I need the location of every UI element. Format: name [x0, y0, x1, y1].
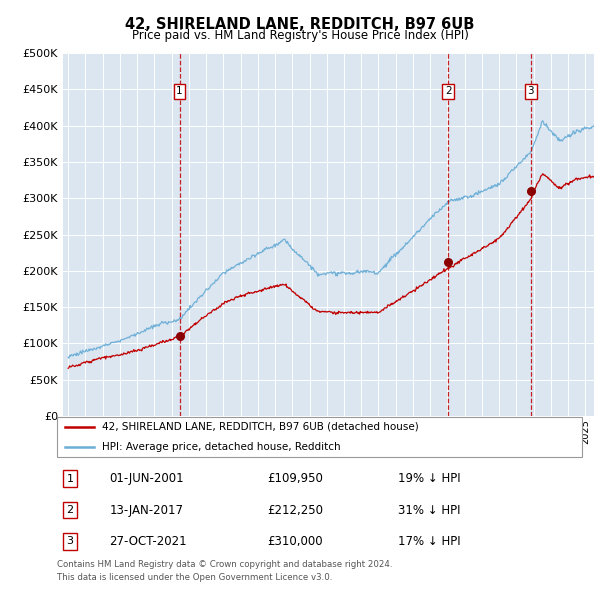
- Text: 3: 3: [67, 536, 74, 546]
- Text: HPI: Average price, detached house, Redditch: HPI: Average price, detached house, Redd…: [101, 442, 340, 452]
- Text: This data is licensed under the Open Government Licence v3.0.: This data is licensed under the Open Gov…: [57, 573, 332, 582]
- Text: 13-JAN-2017: 13-JAN-2017: [110, 503, 184, 517]
- Text: 17% ↓ HPI: 17% ↓ HPI: [398, 535, 461, 548]
- Text: 1: 1: [67, 474, 74, 484]
- Text: Price paid vs. HM Land Registry's House Price Index (HPI): Price paid vs. HM Land Registry's House …: [131, 30, 469, 42]
- Text: 3: 3: [527, 86, 534, 96]
- Text: 1: 1: [176, 86, 183, 96]
- Text: 19% ↓ HPI: 19% ↓ HPI: [398, 472, 461, 486]
- Text: £212,250: £212,250: [267, 503, 323, 517]
- Text: 31% ↓ HPI: 31% ↓ HPI: [398, 503, 461, 517]
- Text: 42, SHIRELAND LANE, REDDITCH, B97 6UB: 42, SHIRELAND LANE, REDDITCH, B97 6UB: [125, 17, 475, 31]
- FancyBboxPatch shape: [57, 417, 582, 457]
- Text: 27-OCT-2021: 27-OCT-2021: [110, 535, 187, 548]
- Text: 42, SHIRELAND LANE, REDDITCH, B97 6UB (detached house): 42, SHIRELAND LANE, REDDITCH, B97 6UB (d…: [101, 422, 418, 432]
- Text: £310,000: £310,000: [267, 535, 323, 548]
- Text: 01-JUN-2001: 01-JUN-2001: [110, 472, 184, 486]
- Text: £109,950: £109,950: [267, 472, 323, 486]
- Text: Contains HM Land Registry data © Crown copyright and database right 2024.: Contains HM Land Registry data © Crown c…: [57, 560, 392, 569]
- Text: 2: 2: [445, 86, 451, 96]
- Text: 2: 2: [67, 505, 74, 515]
